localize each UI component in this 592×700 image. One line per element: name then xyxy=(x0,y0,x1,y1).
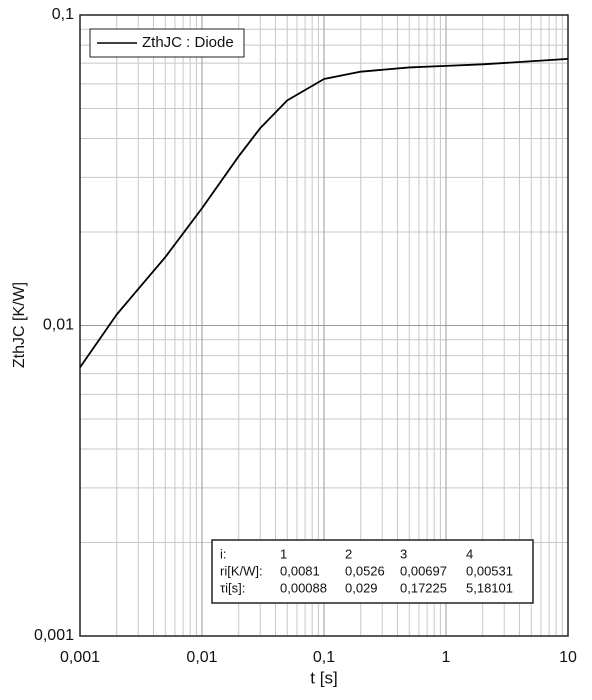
x-tick-label: 0,1 xyxy=(313,649,335,666)
table-cell: 0,0526 xyxy=(345,563,385,578)
table-cell: 0,17225 xyxy=(400,580,447,595)
table-cell: 2 xyxy=(345,546,352,561)
table-cell: τi[s]: xyxy=(220,580,245,595)
table-cell: 4 xyxy=(466,546,473,561)
table-cell: 1 xyxy=(280,546,287,561)
x-tick-label: 0,01 xyxy=(186,649,217,666)
x-tick-label: 10 xyxy=(559,649,577,666)
table-cell: 0,00088 xyxy=(280,580,327,595)
y-axis-label: ZthJC [K/W] xyxy=(11,282,28,368)
x-tick-label: 1 xyxy=(442,649,451,666)
table-cell: 0,00697 xyxy=(400,563,447,578)
plot-frame xyxy=(79,14,569,637)
table-box xyxy=(211,539,534,604)
legend-label: ZthJC : Diode xyxy=(142,34,234,51)
x-axis-label: t [s] xyxy=(310,668,337,687)
table-cell: i: xyxy=(220,546,227,561)
table-cell: 3 xyxy=(400,546,407,561)
table-cell: ri[K/W]: xyxy=(220,563,263,578)
table-cell: 0,0081 xyxy=(280,563,320,578)
line-series xyxy=(79,58,569,368)
y-tick-label: 0,1 xyxy=(52,6,74,23)
y-tick-label: 0,001 xyxy=(34,627,74,644)
x-tick-label: 0,001 xyxy=(60,649,100,666)
table-cell: 5,18101 xyxy=(466,580,513,595)
table-cell: 0,00531 xyxy=(466,563,513,578)
y-tick-label: 0,01 xyxy=(43,317,74,334)
table-cell: 0,029 xyxy=(345,580,378,595)
grid xyxy=(79,14,569,637)
